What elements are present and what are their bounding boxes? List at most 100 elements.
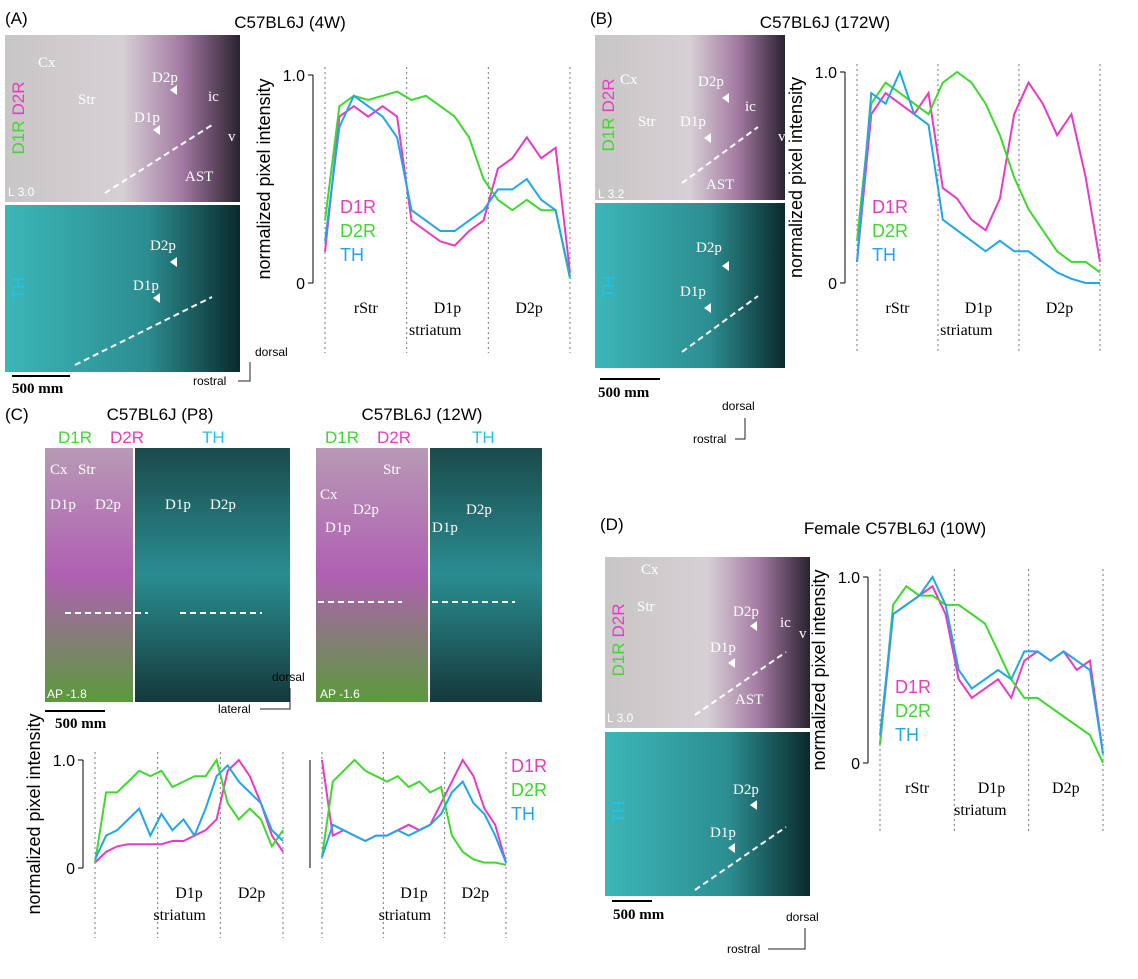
- orientation-label: rostral: [727, 942, 760, 956]
- channel-label: TH: [609, 801, 628, 824]
- region-label: Cx: [38, 55, 56, 71]
- series-line: [321, 758, 507, 863]
- orientation-mark: [260, 688, 291, 710]
- scale-label: 500 mm: [598, 385, 650, 401]
- channel: D2R: [609, 603, 628, 637]
- y-tick-label: 1.0: [815, 65, 837, 82]
- panel-title: C57BL6J (172W): [760, 13, 890, 32]
- legend-entry: TH: [511, 804, 535, 824]
- image: [45, 448, 133, 702]
- orientation-mark: [238, 362, 251, 382]
- legend-entry: D2R: [872, 221, 908, 241]
- y-axis-label: normalized pixel intensity: [24, 713, 44, 914]
- region-label: D1p: [432, 520, 458, 536]
- series-line: [94, 757, 284, 863]
- arrowhead: [728, 658, 735, 668]
- arrowhead: [750, 800, 757, 810]
- channel-label: TH: [472, 428, 495, 447]
- channel-label: D1RD2R: [599, 78, 618, 151]
- x-axis-label: striatum: [940, 322, 993, 339]
- image: [595, 203, 785, 368]
- channel: D2R: [599, 78, 618, 112]
- profile-line: [681, 295, 759, 353]
- legend-entry: TH: [872, 245, 896, 265]
- channel-label: D2R: [110, 428, 144, 447]
- panel-title: Female C57BL6J (10W): [804, 519, 986, 538]
- region-label: D2p: [462, 885, 490, 902]
- region-label: D1p: [325, 520, 351, 536]
- x-axis-label: striatum: [153, 907, 206, 924]
- series-line: [324, 104, 571, 273]
- region-label: ic: [780, 615, 791, 631]
- region-label: Str: [637, 599, 655, 615]
- y-tick-label: 0: [828, 276, 837, 293]
- y-tick-label: 0: [66, 861, 75, 878]
- profile-line: [74, 296, 213, 366]
- channel-label: D1R: [58, 428, 92, 447]
- region-label: D1p: [175, 885, 203, 902]
- region-label: D1p: [965, 300, 993, 317]
- region-label: rStr: [905, 780, 930, 797]
- y-tick-label: 0: [851, 756, 860, 773]
- orientation-label: dorsal: [786, 910, 819, 924]
- profile-line: [694, 651, 787, 716]
- series-line: [879, 575, 1104, 754]
- region-label: AST: [735, 692, 763, 708]
- region-label: Str: [78, 462, 96, 478]
- arrowhead: [704, 303, 711, 313]
- channel-label: D2R: [377, 428, 411, 447]
- y-tick-label: 0: [296, 276, 305, 293]
- legend-entry: D1R: [872, 197, 908, 217]
- series-line: [856, 80, 1101, 263]
- y-tick-label: 1.0: [53, 753, 75, 770]
- y-axis-label: normalized pixel intensity: [254, 78, 274, 279]
- legend-entry: D2R: [895, 701, 931, 721]
- region-label: D2p: [95, 497, 121, 513]
- arrowhead: [750, 621, 757, 631]
- region-label: D2p: [1052, 780, 1080, 797]
- orientation-label: dorsal: [272, 670, 305, 684]
- region-label: Cx: [620, 72, 638, 88]
- section-label: AP -1.8: [47, 687, 87, 701]
- x-axis-label: striatum: [379, 907, 432, 924]
- panel-label: (A): [5, 9, 28, 28]
- channel: D1R: [9, 121, 28, 155]
- arrowhead: [722, 261, 729, 271]
- image: [5, 205, 240, 372]
- channel-label: TH: [9, 277, 28, 300]
- channel: D2R: [9, 81, 28, 115]
- image: [316, 448, 428, 702]
- region-label: D2p: [353, 502, 379, 518]
- channel-label: TH: [202, 428, 225, 447]
- legend-entry: D1R: [895, 677, 931, 697]
- legend-entry: D1R: [340, 197, 376, 217]
- region-label: Str: [638, 114, 656, 130]
- legend-entry: TH: [340, 245, 364, 265]
- scale-label: 500 mm: [12, 381, 64, 397]
- region-label: D1p: [50, 497, 76, 513]
- series-line: [856, 69, 1100, 284]
- region-label: D2p: [515, 300, 543, 317]
- region-label: D2p: [238, 885, 266, 902]
- image: [605, 557, 810, 728]
- series-line: [879, 584, 1104, 764]
- channel-label: D1RD2R: [609, 603, 628, 676]
- panel-title: C57BL6J (P8): [107, 405, 214, 424]
- series-line: [324, 94, 571, 278]
- x-axis-label: striatum: [954, 802, 1007, 819]
- region-label: D1p: [165, 497, 191, 513]
- orientation-label: lateral: [218, 702, 251, 716]
- y-axis-label: normalized pixel intensity: [809, 569, 829, 770]
- panel-label: (C): [5, 405, 29, 424]
- region-label: D1p: [710, 640, 736, 656]
- region-label: D2p: [733, 782, 759, 798]
- arrowhead: [153, 293, 160, 303]
- region-label: D2p: [698, 74, 724, 90]
- profile-line: [694, 826, 787, 891]
- channel-label: D1RD2R: [9, 81, 28, 154]
- region-label: Cx: [50, 462, 68, 478]
- arrowhead: [170, 257, 177, 267]
- channel-label: D1R: [325, 428, 359, 447]
- section-label: AP -1.6: [320, 687, 360, 701]
